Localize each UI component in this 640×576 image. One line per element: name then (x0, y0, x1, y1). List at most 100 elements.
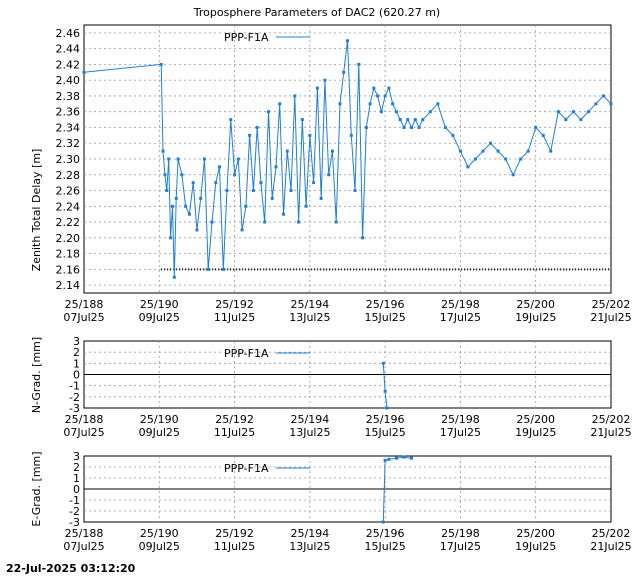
data-point (169, 236, 173, 240)
x-tick-date: 11Jul25 (214, 311, 255, 324)
x-tick-date: 07Jul25 (63, 426, 104, 439)
x-tick-date: 21Jul25 (590, 426, 631, 439)
data-point (571, 110, 575, 114)
data-point (361, 236, 365, 240)
x-tick-doy: 25/194 (291, 298, 330, 311)
data-point (334, 220, 338, 224)
data-point (176, 157, 180, 161)
data-point (263, 220, 267, 224)
data-point (353, 189, 357, 193)
data-point (240, 228, 244, 232)
x-tick-date: 15Jul25 (365, 426, 406, 439)
data-point (229, 118, 233, 122)
y-tick-label: 2.26 (56, 185, 81, 198)
data-point (338, 102, 342, 106)
data-point (282, 212, 286, 216)
data-point (398, 118, 402, 122)
data-point (391, 102, 395, 106)
data-point (409, 125, 413, 129)
data-point (541, 133, 545, 137)
data-point (458, 149, 462, 153)
data-point (346, 39, 349, 43)
x-tick-doy: 25/198 (441, 298, 480, 311)
data-point (549, 149, 553, 153)
y-tick-label: 2.20 (56, 232, 81, 245)
y-tick-label: 1 (73, 472, 80, 485)
y-tick-label: 2.30 (56, 153, 81, 166)
data-point (315, 86, 319, 90)
data-point (259, 181, 263, 185)
series-line (84, 40, 611, 278)
data-point (202, 157, 206, 161)
x-tick-doy: 25/200 (516, 527, 555, 540)
data-point (504, 157, 508, 161)
data-point (82, 70, 86, 74)
data-point (278, 102, 282, 106)
data-point (248, 133, 252, 137)
y-tick-label: 2.34 (56, 121, 81, 134)
data-point (357, 62, 361, 66)
y-tick-label: 2.18 (56, 248, 81, 261)
data-point (304, 204, 308, 208)
y-tick-label: 2.46 (56, 27, 81, 40)
data-point (409, 456, 413, 460)
data-point (327, 173, 331, 177)
data-point (187, 212, 191, 216)
x-tick-doy: 25/196 (366, 527, 405, 540)
data-point (163, 173, 167, 177)
data-point (274, 165, 278, 169)
x-tick-date: 09Jul25 (139, 311, 180, 324)
data-point (297, 220, 301, 224)
data-point (451, 133, 455, 137)
data-point (293, 94, 297, 98)
y-tick-label: 2.16 (56, 263, 81, 276)
x-tick-date: 21Jul25 (590, 540, 631, 553)
y-tick-label: -3 (69, 402, 80, 415)
x-tick-date: 19Jul25 (515, 540, 556, 553)
data-point (180, 173, 184, 177)
data-point (319, 196, 323, 200)
data-point (443, 125, 447, 129)
x-tick-date: 11Jul25 (214, 426, 255, 439)
data-point (349, 133, 353, 137)
x-tick-date: 17Jul25 (440, 540, 481, 553)
x-tick-date: 13Jul25 (289, 426, 330, 439)
y-tick-label: 3 (73, 450, 80, 463)
y-tick-label: 1 (73, 357, 80, 370)
y-tick-label: 2.44 (56, 43, 81, 56)
x-tick-doy: 25/202 (592, 527, 631, 540)
y-tick-label: 2.32 (56, 137, 81, 150)
data-point (368, 102, 372, 106)
x-tick-date: 19Jul25 (515, 426, 556, 439)
y-tick-label: 2 (73, 461, 80, 474)
x-tick-doy: 25/188 (65, 413, 104, 426)
data-point (526, 149, 530, 153)
data-point (266, 110, 270, 114)
data-point (387, 86, 391, 90)
y-tick-label: -2 (69, 391, 80, 404)
footer-timestamp: 22-Jul-2025 03:12:20 (6, 562, 136, 575)
data-point (330, 149, 334, 153)
data-point (285, 149, 289, 153)
data-point (323, 78, 327, 82)
y-tick-label: 0 (73, 369, 80, 382)
data-point (564, 118, 568, 122)
data-point (413, 118, 417, 122)
data-point (165, 189, 169, 193)
x-tick-date: 07Jul25 (63, 540, 104, 553)
data-point (379, 110, 383, 114)
x-tick-doy: 25/194 (291, 413, 330, 426)
data-point (473, 157, 477, 161)
y-tick-label: -2 (69, 505, 80, 518)
data-point (383, 389, 387, 393)
y-axis-label: Zenith Total Delay [m] (30, 149, 43, 272)
data-point (270, 196, 274, 200)
data-point (233, 173, 237, 177)
data-point (489, 141, 493, 145)
x-tick-doy: 25/202 (592, 413, 631, 426)
y-tick-label: 2.40 (56, 74, 81, 87)
data-point (402, 455, 406, 459)
data-point (255, 125, 259, 129)
